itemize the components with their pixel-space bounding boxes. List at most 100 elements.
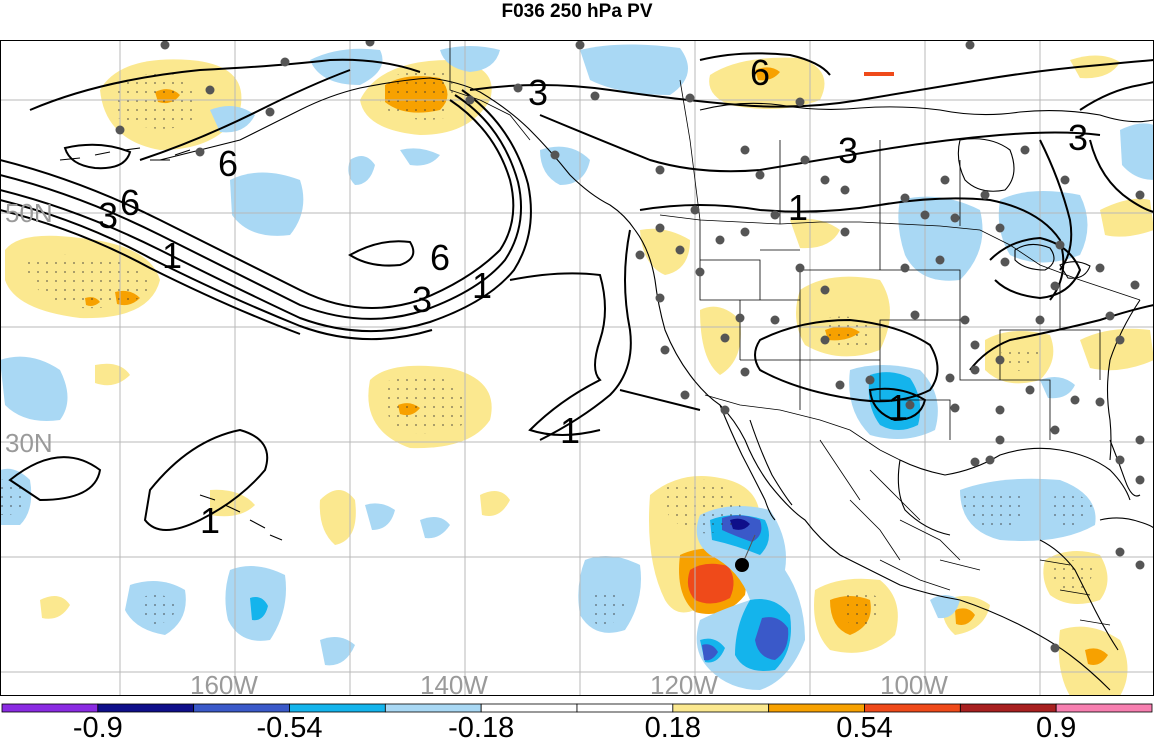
anomaly-east-us — [1080, 328, 1154, 371]
contour-label: 6 — [430, 237, 450, 278]
lat-label: 30N — [5, 428, 53, 458]
colorbar-tick-label: 0.9 — [1036, 712, 1076, 739]
west-coast — [634, 229, 1111, 691]
us-mexico-border — [704, 394, 901, 461]
pv-map: 3 3 6 3 6 1 6 3 1 1 1 1 1 3 6 160W 140W … — [0, 40, 1154, 700]
colorbar-tick-label: -0.54 — [256, 712, 322, 739]
contour-label: 3 — [528, 72, 548, 113]
colorbar-swatch — [864, 703, 961, 713]
contour-1-texas — [868, 387, 927, 422]
anomaly-small-9 — [1070, 55, 1120, 79]
colorbar-swatch — [193, 703, 290, 713]
contour-label: 3 — [412, 279, 432, 320]
anomaly-small-b3 — [365, 503, 395, 530]
political-boundaries — [449, 40, 1141, 626]
canada-provinces — [679, 79, 961, 226]
axis-labels: 160W 140W 120W 100W 50N 30N — [5, 198, 948, 700]
contour-3-main — [0, 94, 523, 320]
colorbar-tick-label: -0.9 — [73, 712, 123, 739]
significance-stipple — [0, 71, 1093, 630]
contour-label: 3 — [98, 195, 118, 236]
canadian-arctic — [699, 102, 1154, 123]
anomaly-small-4 — [480, 491, 510, 516]
lon-label: 120W — [650, 670, 718, 700]
contour-1-west-us — [539, 229, 632, 441]
storm-marker — [735, 534, 756, 572]
contour-1-northeast — [989, 236, 1082, 300]
anomaly-small-b9 — [1040, 376, 1075, 399]
contour-1-main — [0, 99, 515, 309]
anomaly-great-lakes — [998, 191, 1088, 263]
colorbar-swatch — [959, 703, 1057, 713]
contour-label: 1 — [788, 187, 808, 228]
anomaly-small-b2 — [400, 148, 440, 166]
contour-6-main — [0, 89, 532, 333]
anomaly-small-b5 — [320, 636, 355, 666]
anomaly-northern-canada — [709, 57, 825, 109]
contour-label: 6 — [750, 52, 770, 93]
contour-label: 3 — [838, 130, 858, 171]
contour-6-northeast — [1079, 81, 1154, 213]
colorbar-swatch — [97, 703, 195, 713]
strong-positive-pv-cores — [687, 72, 894, 604]
contour-1-east-coast — [969, 304, 1154, 371]
station-markers — [115, 40, 1145, 653]
hudson-bay — [957, 138, 1015, 192]
contour-label: 6 — [218, 143, 238, 184]
contour-1-east — [509, 272, 701, 436]
graticule — [0, 40, 1154, 696]
colorbar-swatch — [1055, 703, 1153, 713]
colorbar-tick-label: -0.18 — [448, 712, 514, 739]
colorbar-ticks: -0.9 -0.54 -0.18 0.18 0.54 0.9 — [73, 712, 1076, 739]
colorbar-swatch — [672, 703, 770, 713]
lon-label: 100W — [880, 670, 948, 700]
mexico-states — [819, 439, 981, 591]
contour-3-canada — [469, 59, 1154, 108]
contour-1-canada — [639, 197, 1065, 301]
contour-label: 1 — [200, 500, 220, 541]
colorbar-tick-label: 0.54 — [836, 712, 892, 739]
colorbar-swatches — [1, 703, 1153, 713]
map-background — [0, 40, 1154, 696]
contour-1-hawaii — [143, 428, 269, 531]
anomaly-small-b1 — [348, 156, 375, 185]
central-america-coast — [1039, 539, 1119, 651]
contour-6-inner — [0, 209, 301, 335]
anomaly-aleutians-south — [230, 172, 304, 236]
contour-labels: 3 3 6 3 6 1 6 3 1 1 1 1 1 3 6 — [98, 52, 1088, 541]
colorbar: -0.9 -0.54 -0.18 0.18 0.54 0.9 — [1, 703, 1153, 739]
hawaii — [199, 494, 283, 541]
contour-6-yukon — [699, 52, 831, 76]
anomaly-yukon — [580, 44, 688, 95]
colorbar-swatch — [576, 703, 674, 713]
contour-3-canada-2 — [539, 114, 1101, 173]
colorbar-swatch — [289, 703, 386, 713]
contour-label: 3 — [1068, 117, 1088, 158]
cuba — [1099, 517, 1154, 529]
colorbar-tick-label: 0.18 — [645, 712, 701, 739]
aleutian-chain — [59, 147, 191, 161]
contour-label: 1 — [472, 265, 492, 306]
anomaly-california — [700, 306, 741, 375]
alaska-coast — [159, 77, 636, 231]
pv-contours — [0, 52, 1154, 531]
east-coast — [1106, 299, 1141, 461]
anomaly-small-3 — [319, 490, 356, 545]
alaska-canada-border — [449, 40, 531, 141]
contour-label: 6 — [120, 182, 140, 223]
anomaly-bering-sea — [310, 48, 383, 85]
anomaly-small-6 — [1100, 198, 1154, 237]
colorbar-swatch — [384, 703, 482, 713]
anomaly-hudson — [898, 196, 983, 281]
map-title: F036 250 hPa PV — [501, 1, 653, 22]
lat-label: 50N — [5, 198, 53, 228]
baja-peninsula — [719, 404, 793, 521]
anomaly-small-b8 — [930, 595, 960, 619]
contour-3-east — [1039, 139, 1073, 271]
anomaly-pacific-northwest — [640, 228, 690, 275]
florida — [1109, 439, 1141, 497]
contour-1-plains — [754, 318, 939, 403]
contour-label: 1 — [162, 235, 182, 276]
contour-1-west — [8, 456, 102, 502]
contour-label: 1 — [560, 410, 580, 451]
